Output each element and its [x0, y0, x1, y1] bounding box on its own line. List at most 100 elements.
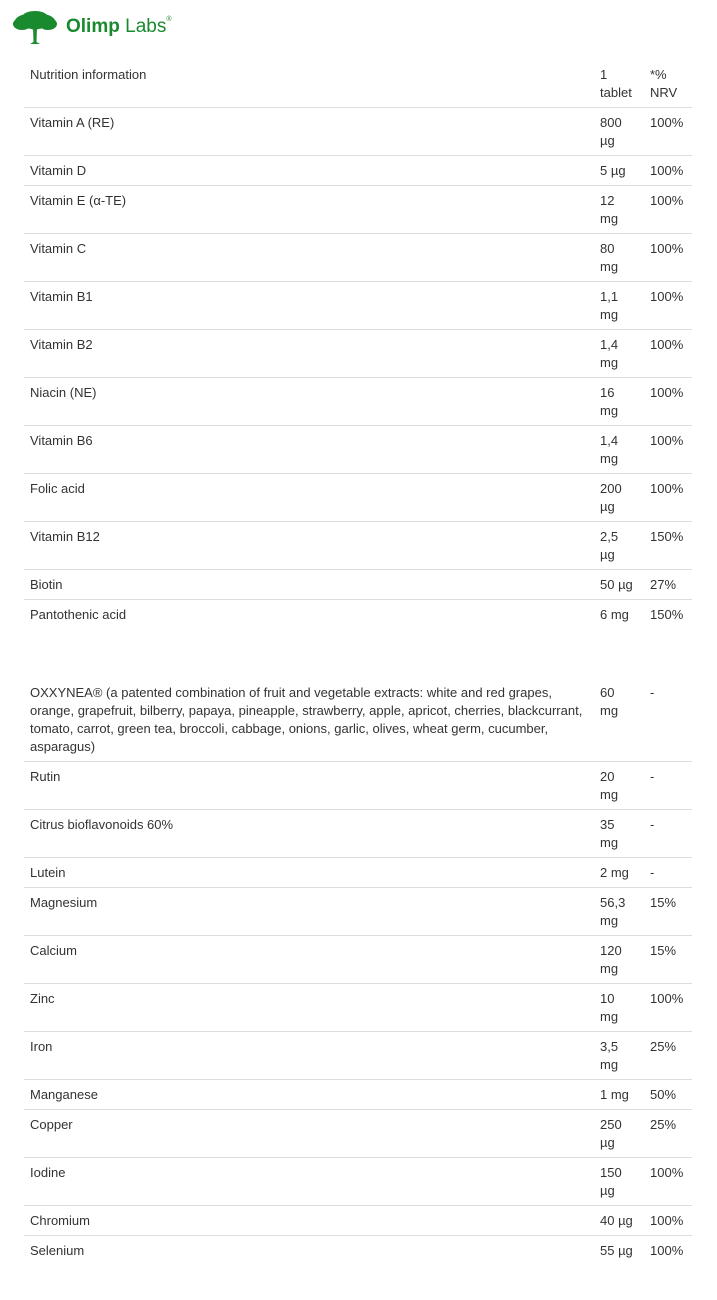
- brand-logo: Olimp Labs®: [12, 10, 172, 44]
- table-row: Copper 250 µg 25%: [24, 1109, 692, 1158]
- ingredient-name: Folic acid: [24, 473, 594, 522]
- amount-per-tablet: 1 mg: [594, 1079, 644, 1110]
- nrv-percent: 25%: [644, 1109, 692, 1158]
- table-row: Vitamin C 80 mg 100%: [24, 233, 692, 282]
- table-row: Calcium 120 mg 15%: [24, 935, 692, 984]
- nrv-percent: 50%: [644, 1079, 692, 1110]
- table-row: Manganese 1 mg 50%: [24, 1079, 692, 1110]
- ingredient-name: Vitamin B2: [24, 329, 594, 378]
- ingredient-name: Biotin: [24, 569, 594, 600]
- ingredient-name: Iron: [24, 1031, 594, 1080]
- ingredient-name: Vitamin B6: [24, 425, 594, 474]
- nrv-percent: 100%: [644, 281, 692, 330]
- ingredient-name: Rutin: [24, 761, 594, 810]
- ingredient-name: Calcium: [24, 935, 594, 984]
- amount-per-tablet: 20 mg: [594, 761, 644, 810]
- nrv-percent: -: [650, 685, 655, 700]
- ingredient-name: Niacin (NE): [24, 377, 594, 426]
- table-row: Niacin (NE) 16 mg 100%: [24, 377, 692, 426]
- nrv-percent: 100%: [644, 329, 692, 378]
- nrv-percent: 100%: [644, 107, 692, 156]
- tree-icon: [13, 11, 57, 44]
- table-row: Vitamin B2 1,4 mg 100%: [24, 329, 692, 378]
- nrv-percent: 100%: [644, 1157, 692, 1206]
- amount-per-tablet: 120 mg: [594, 935, 644, 984]
- amount-per-tablet: 1,1 mg: [594, 281, 644, 330]
- nrv-percent: -: [644, 761, 692, 810]
- amount-per-tablet: 12 mg: [594, 185, 644, 234]
- ingredient-name: Vitamin C: [24, 233, 594, 282]
- nrv-percent: 100%: [644, 425, 692, 474]
- table-row: Iodine 150 µg 100%: [24, 1157, 692, 1206]
- ingredient-name: Vitamin B1: [24, 281, 594, 330]
- header-nrv: *% NRV: [650, 67, 678, 100]
- ingredient-name: Selenium: [24, 1235, 594, 1265]
- amount-per-tablet: 56,3 mg: [594, 887, 644, 936]
- header-name: Nutrition information: [30, 67, 147, 82]
- amount-per-tablet: 10 mg: [594, 983, 644, 1032]
- table-row: Lutein 2 mg -: [24, 857, 692, 888]
- table-row: Vitamin B6 1,4 mg 100%: [24, 425, 692, 474]
- nrv-percent: 100%: [644, 155, 692, 186]
- ingredient-name: Vitamin B12: [24, 521, 594, 570]
- table-row: Biotin 50 µg 27%: [24, 569, 692, 600]
- nrv-percent: 15%: [644, 887, 692, 936]
- nrv-percent: 25%: [644, 1031, 692, 1080]
- ingredient-name: Manganese: [24, 1079, 594, 1110]
- amount-per-tablet: 5 µg: [594, 155, 644, 186]
- ingredient-name: Vitamin E (α-TE): [24, 185, 594, 234]
- table-row: Vitamin A (RE) 800 µg 100%: [24, 107, 692, 156]
- amount-per-tablet: 150 µg: [594, 1157, 644, 1206]
- nrv-percent: 100%: [644, 983, 692, 1032]
- amount-per-tablet: 800 µg: [594, 107, 644, 156]
- table-row: Citrus bioflavonoids 60% 35 mg -: [24, 809, 692, 858]
- nrv-percent: 100%: [644, 185, 692, 234]
- amount-per-tablet: 16 mg: [594, 377, 644, 426]
- table-row: Iron 3,5 mg 25%: [24, 1031, 692, 1080]
- nrv-percent: -: [644, 809, 692, 858]
- table-row: Pantothenic acid 6 mg 150%: [24, 599, 692, 629]
- table-row: Zinc 10 mg 100%: [24, 983, 692, 1032]
- ingredient-name: Copper: [24, 1109, 594, 1158]
- table-row: Magnesium 56,3 mg 15%: [24, 887, 692, 936]
- amount-per-tablet: 250 µg: [594, 1109, 644, 1158]
- nrv-percent: 100%: [644, 473, 692, 522]
- nrv-percent: 150%: [644, 599, 692, 629]
- ingredient-name: Magnesium: [24, 887, 594, 936]
- table-row: OXXYNEA® (a patented combination of frui…: [24, 678, 692, 762]
- amount-per-tablet: 40 µg: [594, 1205, 644, 1236]
- ingredient-name: Zinc: [24, 983, 594, 1032]
- amount-per-tablet: 2 mg: [594, 857, 644, 888]
- ingredient-name: Lutein: [24, 857, 594, 888]
- ingredient-name: OXXYNEA® (a patented combination of frui…: [30, 685, 583, 754]
- ingredient-name: Chromium: [24, 1205, 594, 1236]
- ingredient-name: Citrus bioflavonoids 60%: [24, 809, 594, 858]
- nrv-percent: -: [644, 857, 692, 888]
- ingredient-name: Vitamin A (RE): [24, 107, 594, 156]
- table-row: Chromium 40 µg 100%: [24, 1205, 692, 1236]
- table-row: Vitamin B12 2,5 µg 150%: [24, 521, 692, 570]
- ingredient-name: Vitamin D: [24, 155, 594, 186]
- nrv-percent: 27%: [644, 569, 692, 600]
- table-row: Rutin 20 mg -: [24, 761, 692, 810]
- amount-per-tablet: 1,4 mg: [594, 425, 644, 474]
- table-row: Folic acid 200 µg 100%: [24, 473, 692, 522]
- table-row: Vitamin B1 1,1 mg 100%: [24, 281, 692, 330]
- amount-per-tablet: 55 µg: [594, 1235, 644, 1265]
- amount-per-tablet: 35 mg: [594, 809, 644, 858]
- vitamins-table: Nutrition information 1 tablet *% NRV Vi…: [24, 60, 692, 629]
- amount-per-tablet: 80 mg: [594, 233, 644, 282]
- nrv-percent: 100%: [644, 1205, 692, 1236]
- amount-per-tablet: 2,5 µg: [594, 521, 644, 570]
- amount-per-tablet: 1,4 mg: [594, 329, 644, 378]
- amount-per-tablet: 6 mg: [594, 599, 644, 629]
- amount-per-tablet: 50 µg: [594, 569, 644, 600]
- nrv-percent: 100%: [644, 377, 692, 426]
- table-row: Vitamin E (α-TE) 12 mg 100%: [24, 185, 692, 234]
- table-row: Selenium 55 µg 100%: [24, 1235, 692, 1265]
- nrv-percent: 15%: [644, 935, 692, 984]
- amount-per-tablet: 200 µg: [594, 473, 644, 522]
- nrv-percent: 100%: [644, 1235, 692, 1265]
- nrv-percent: 100%: [644, 233, 692, 282]
